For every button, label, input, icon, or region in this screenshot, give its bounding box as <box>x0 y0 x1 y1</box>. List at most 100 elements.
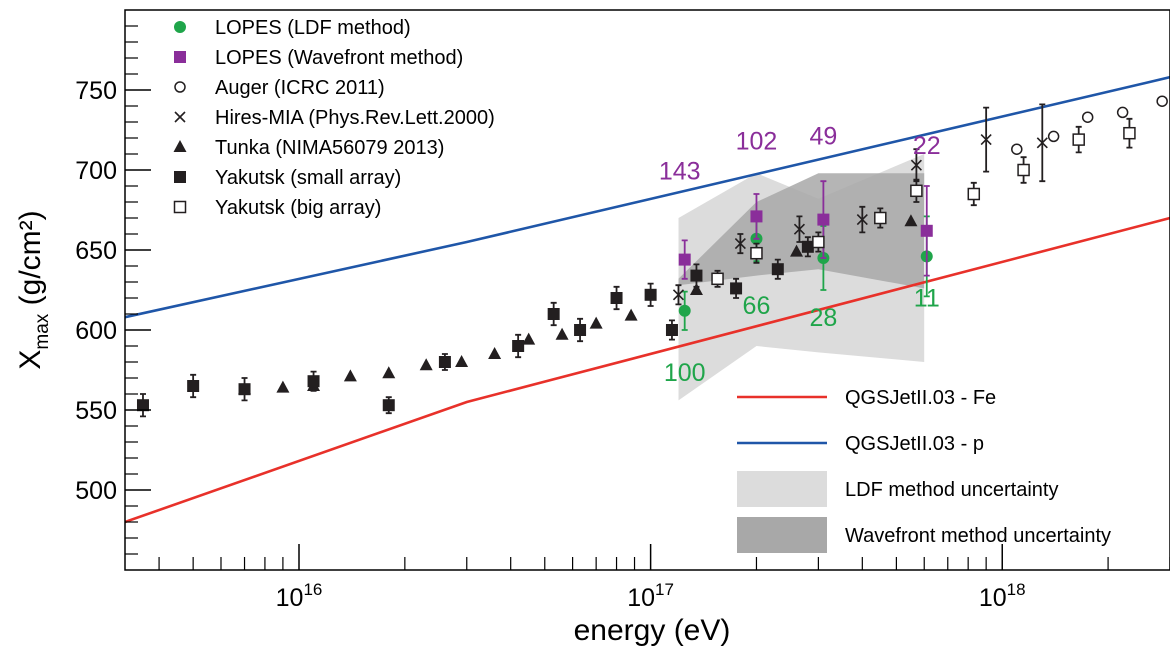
ldf-event-count: 28 <box>809 304 837 332</box>
axes <box>124 9 1170 571</box>
legend-marker <box>174 111 186 123</box>
legend-band-swatch <box>737 517 827 553</box>
legend-label: QGSJetII.03 - Fe <box>845 387 996 409</box>
legend-marker <box>174 81 186 93</box>
data-point <box>547 308 560 320</box>
data-point <box>488 347 502 359</box>
ldf-event-count: 66 <box>743 292 771 320</box>
legend-entry: LOPES (Wavefront method) <box>174 47 463 69</box>
data-point <box>856 214 868 226</box>
data-point <box>1156 95 1168 107</box>
legend-entry: Auger (ICRC 2011) <box>174 77 385 99</box>
data-point <box>817 213 830 226</box>
x-tick-label: 1018 <box>979 580 1026 612</box>
data-point <box>1036 137 1048 149</box>
data-point <box>1123 126 1136 140</box>
series-yakutsk-small-array <box>136 236 814 418</box>
ldf-event-count: 100 <box>664 359 706 387</box>
y-tick-label: 650 <box>75 237 117 265</box>
data-point <box>793 223 806 235</box>
y-tick-label: 500 <box>75 477 117 505</box>
legend-marker <box>174 51 186 63</box>
data-point <box>801 240 814 253</box>
legend-entry: LOPES (LDF method) <box>174 17 411 39</box>
y-tick-label: 700 <box>75 157 117 185</box>
x-axis-title: energy (eV) <box>574 614 731 647</box>
legend-marker <box>173 140 187 152</box>
legend-label: Tunka (NIMA56079 2013) <box>215 137 444 159</box>
svg-text:Xmax (g/cm²): Xmax (g/cm²) <box>14 210 53 369</box>
wavefront-event-count: 49 <box>809 123 837 151</box>
legend-entry: QGSJetII.03 - Fe <box>737 387 996 409</box>
legend-label: LOPES (Wavefront method) <box>215 47 463 69</box>
y-tick-label: 750 <box>75 77 117 105</box>
data-point <box>750 246 763 260</box>
data-point <box>382 366 396 379</box>
x-tick-label: 1017 <box>627 580 674 612</box>
data-point <box>136 399 149 412</box>
legend-entry: QGSJetII.03 - p <box>737 433 984 455</box>
plot-frame <box>124 9 1170 571</box>
data-point <box>512 340 525 352</box>
data-point <box>711 272 724 286</box>
data-point <box>1116 106 1129 119</box>
data-point <box>522 332 536 345</box>
data-point <box>734 238 746 250</box>
data-point <box>904 214 918 227</box>
legend-markers: LOPES (LDF method) LOPES (Wavefront metho… <box>173 17 495 219</box>
data-point <box>967 187 981 201</box>
data-point <box>455 355 469 367</box>
data-point <box>343 369 357 382</box>
data-point <box>910 159 922 171</box>
model-lines <box>124 75 1170 524</box>
data-point <box>238 383 251 396</box>
y-tick-label: 600 <box>75 317 117 345</box>
legend-label: LOPES (LDF method) <box>215 17 411 39</box>
data-point <box>771 263 784 276</box>
wavefront-event-count: 22 <box>913 132 941 160</box>
data-point <box>665 324 678 336</box>
legend-marker <box>174 21 186 33</box>
legend-entry: LDF method uncertainty <box>737 471 1058 507</box>
data-point <box>689 283 703 295</box>
data-point <box>644 288 657 301</box>
data-point <box>438 356 451 368</box>
y-tick-label: 550 <box>75 397 117 425</box>
data-point <box>610 292 623 304</box>
data-point <box>730 282 743 295</box>
x-tick-label: 1016 <box>276 580 323 612</box>
data-point <box>790 244 804 257</box>
y-axis-title-unit: (g/cm²) <box>14 210 47 305</box>
model-line-p <box>124 75 1170 319</box>
legend-label: Yakutsk (big array) <box>215 197 381 219</box>
data-point <box>624 308 638 321</box>
legend-label: QGSJetII.03 - p <box>845 433 984 455</box>
data-point <box>574 324 587 336</box>
legend-models: QGSJetII.03 - Fe QGSJetII.03 - p LDF metho… <box>737 387 1111 553</box>
data-point <box>382 399 395 412</box>
data-point <box>678 304 691 317</box>
data-point <box>1081 111 1094 123</box>
data-point <box>589 316 603 329</box>
series-tunka-nima56079-2013 <box>238 214 918 395</box>
data-point <box>812 235 825 249</box>
data-point <box>980 134 992 146</box>
data-point <box>910 184 923 198</box>
axis-ticks: 500 550 600 650 700 750 1016 1017 1018 <box>75 25 1170 612</box>
data-point <box>678 253 691 266</box>
legend-entry: Wavefront method uncertainty <box>737 517 1111 553</box>
legend-entry: Yakutsk (small array) <box>174 167 401 189</box>
y-axis-title: Xmax (g/cm²) <box>14 210 53 369</box>
data-points <box>136 95 1168 418</box>
data-point <box>276 380 290 393</box>
data-point <box>307 375 320 388</box>
legend-label: Auger (ICRC 2011) <box>215 77 385 99</box>
legend-entry: Tunka (NIMA56079 2013) <box>173 137 444 159</box>
data-point <box>920 224 933 237</box>
data-point <box>672 289 685 301</box>
wavefront-event-count: 143 <box>659 158 701 186</box>
legend-marker <box>173 200 187 214</box>
y-axis-title-main: X <box>14 350 47 370</box>
data-point <box>555 327 569 340</box>
